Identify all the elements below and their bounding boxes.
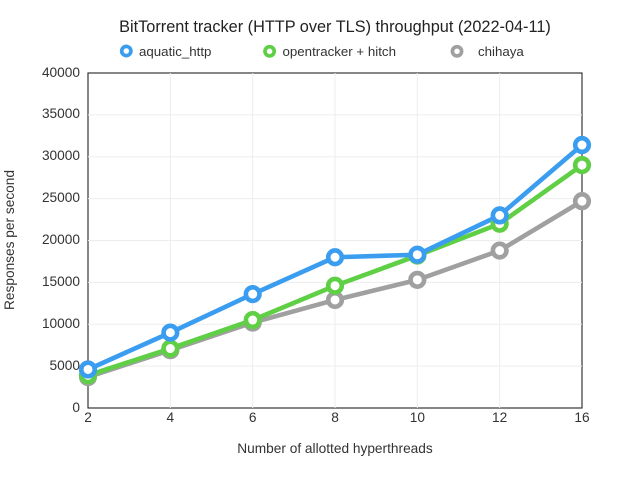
- svg-text:5000: 5000: [50, 358, 81, 373]
- svg-text:12: 12: [492, 410, 507, 425]
- svg-text:Number of allotted hyperthread: Number of allotted hyperthreads: [237, 441, 433, 456]
- svg-text:aquatic_http: aquatic_http: [139, 44, 211, 59]
- svg-text:10: 10: [410, 410, 426, 425]
- svg-text:25000: 25000: [42, 190, 80, 205]
- svg-text:16: 16: [574, 410, 590, 425]
- svg-text:BitTorrent tracker (HTTP over: BitTorrent tracker (HTTP over TLS) throu…: [119, 18, 551, 36]
- svg-text:15000: 15000: [42, 274, 80, 289]
- svg-text:30000: 30000: [42, 148, 80, 163]
- svg-text:0: 0: [72, 400, 80, 415]
- svg-text:2: 2: [84, 410, 92, 425]
- svg-text:opentracker + hitch: opentracker + hitch: [283, 44, 396, 59]
- svg-text:Responses per second: Responses per second: [2, 170, 17, 310]
- svg-text:10000: 10000: [42, 316, 80, 331]
- svg-text:20000: 20000: [42, 232, 80, 247]
- svg-text:35000: 35000: [42, 106, 80, 121]
- svg-text:8: 8: [331, 410, 339, 425]
- svg-text:4: 4: [167, 410, 175, 425]
- svg-text:40000: 40000: [42, 65, 80, 80]
- svg-text:6: 6: [249, 410, 257, 425]
- svg-text:chihaya: chihaya: [478, 44, 524, 59]
